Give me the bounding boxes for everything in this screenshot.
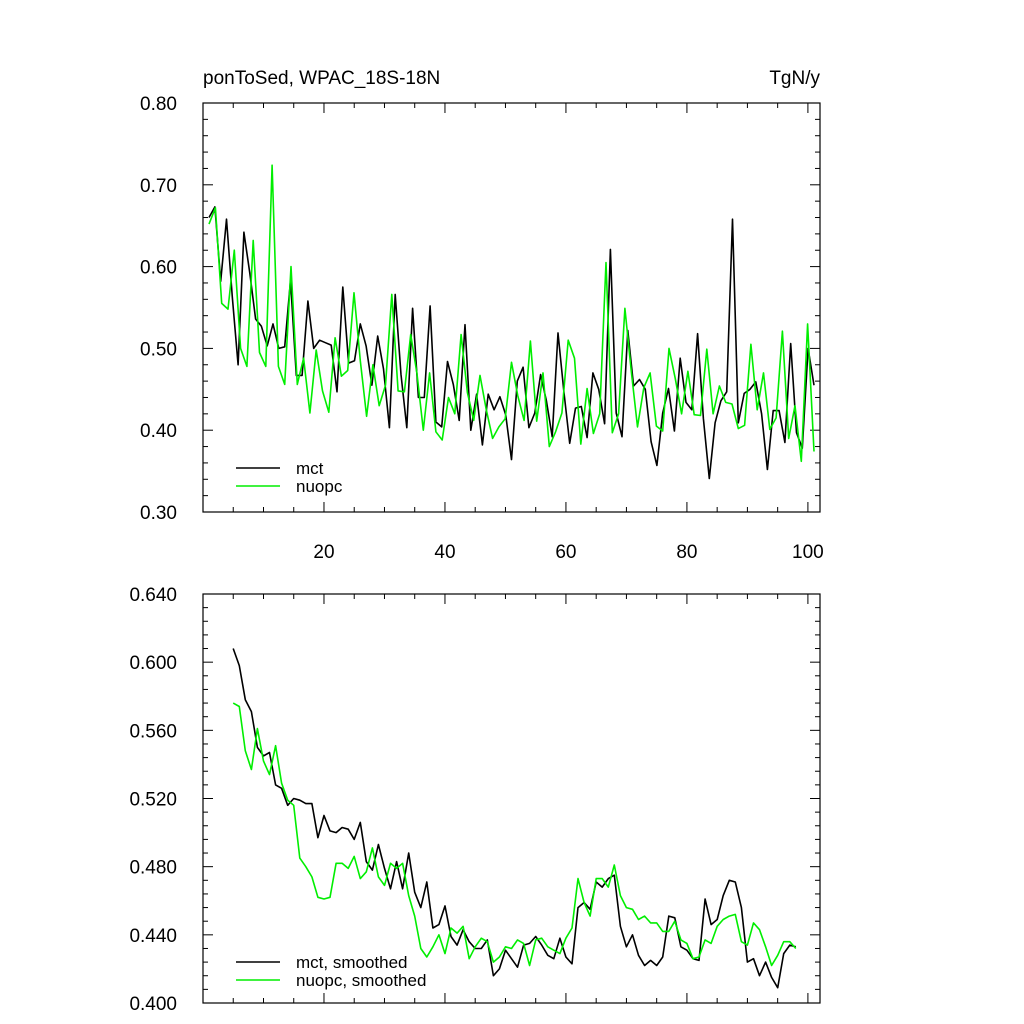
legend-label: mct, smoothed [296, 953, 408, 972]
y-tick-label: 0.480 [129, 858, 177, 879]
y-tick-label: 0.560 [129, 721, 177, 742]
chart-title: ponToSed, WPAC_18S-18N [203, 68, 440, 89]
y-tick-label: 0.40 [140, 421, 177, 442]
bottom-axes: 0.400 0.440 0.480 0.520 0.560 0.600 0.640 [129, 585, 821, 1015]
y-tick-label: 0.30 [140, 503, 177, 524]
series-line-nuopc-smoothed [232, 702, 797, 967]
x-tick-label: 40 [434, 542, 455, 563]
y-tick-label: 0.400 [129, 994, 177, 1015]
legend-label: nuopc [296, 477, 343, 496]
x-tick-label: 60 [555, 542, 576, 563]
top-panel: ponToSed, WPAC_18S-18N TgN/y 20 40 60 80 100… [140, 68, 824, 563]
y-tick-label: 0.640 [129, 585, 177, 606]
bottom-panel: 0.400 0.440 0.480 0.520 0.560 0.600 0.640 mct,… [129, 585, 821, 1015]
plot-frame [202, 102, 821, 513]
series-line-mct-smoothed [232, 648, 797, 989]
legend-label: mct [296, 459, 324, 478]
series-line-mct [208, 206, 815, 480]
x-tick-label: 20 [313, 542, 334, 563]
y-tick-label: 0.80 [140, 94, 177, 115]
series-line-nuopc [208, 164, 815, 463]
x-tick-label: 80 [676, 542, 697, 563]
y-tick-label: 0.440 [129, 926, 177, 947]
top-series-lines [208, 164, 815, 480]
bottom-series-lines [232, 648, 797, 989]
y-tick-label: 0.520 [129, 790, 177, 811]
top-axes: 20 40 60 80 100 0.30 0.40 0.50 0.60 0.70 0.80 [140, 94, 824, 563]
legend-label: nuopc, smoothed [296, 971, 426, 990]
y-tick-label: 0.50 [140, 339, 177, 360]
y-tick-label: 0.60 [140, 258, 177, 279]
y-tick-label: 0.70 [140, 176, 177, 197]
y-tick-label: 0.600 [129, 653, 177, 674]
x-tick-label: 100 [792, 542, 824, 563]
chart-units: TgN/y [769, 68, 820, 89]
